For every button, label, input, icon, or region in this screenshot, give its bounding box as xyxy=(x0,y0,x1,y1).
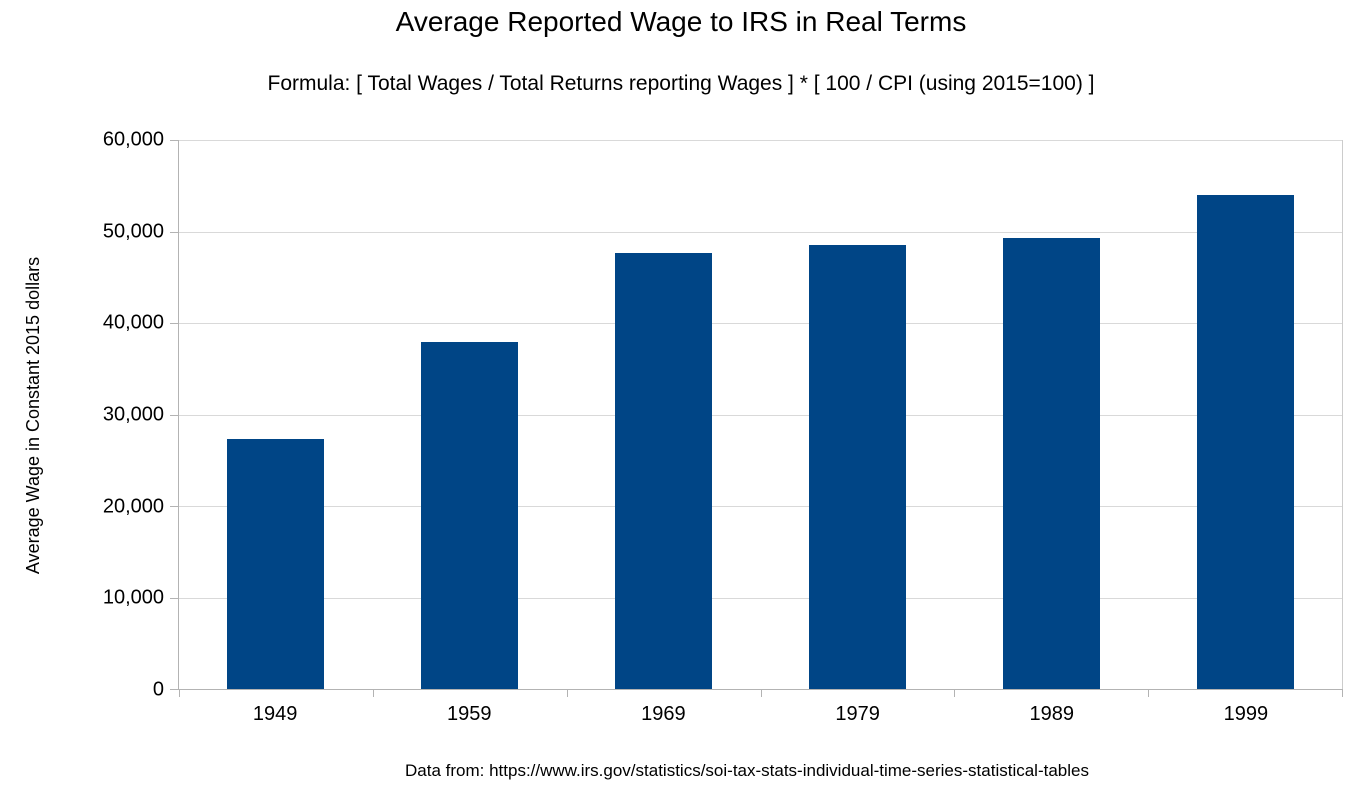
x-tick-mark xyxy=(760,689,762,697)
y-tick-mark xyxy=(170,323,179,324)
gridline xyxy=(179,506,1342,507)
x-tick-label: 1989 xyxy=(1029,703,1075,725)
x-tick-mark xyxy=(179,689,180,697)
chart-subtitle: Formula: [ Total Wages / Total Returns r… xyxy=(267,72,1095,95)
x-tick-mark xyxy=(1148,689,1150,697)
x-tick-label: 1949 xyxy=(252,703,298,725)
bar-1999 xyxy=(1196,194,1294,689)
y-tick-mark xyxy=(170,140,179,141)
y-tick-mark xyxy=(170,689,179,690)
plot-area xyxy=(170,140,1343,697)
bar-1959 xyxy=(421,342,519,689)
x-tick-label: 1969 xyxy=(641,703,686,725)
data-source-caption: Data from: https://www.irs.gov/statistic… xyxy=(405,761,1089,780)
y-axis-labels: 0 10,000 20,000 30,000 40,000 50,000 60,000 xyxy=(0,129,164,701)
x-tick-label: 1959 xyxy=(447,703,492,725)
y-tick-label: 50,000 xyxy=(102,220,164,243)
x-axis-labels: 1949 1959 1969 1979 1989 1999 xyxy=(178,703,1343,729)
bar-1989 xyxy=(1002,237,1100,689)
gridline xyxy=(179,323,1342,324)
gridline xyxy=(179,414,1342,416)
x-tick-mark xyxy=(566,689,568,697)
y-tick-label: 40,000 xyxy=(102,311,164,334)
x-tick-label: 1999 xyxy=(1223,703,1269,725)
y-tick-label: 10,000 xyxy=(102,586,164,609)
x-tick-mark xyxy=(1342,689,1343,697)
y-tick-label: 0 xyxy=(152,678,164,701)
gridline xyxy=(179,231,1342,233)
bar-1969 xyxy=(615,252,713,689)
chart-title: Average Reported Wage to IRS in Real Ter… xyxy=(395,6,967,37)
y-tick-label: 20,000 xyxy=(102,495,164,518)
x-tick-mark xyxy=(954,689,956,697)
x-tick-label: 1979 xyxy=(835,703,880,725)
gridline xyxy=(179,140,1342,141)
gridline xyxy=(179,597,1342,599)
bar-1979 xyxy=(808,245,906,689)
y-tick-label: 60,000 xyxy=(102,128,164,151)
y-tick-mark xyxy=(170,506,179,507)
y-tick-mark xyxy=(170,597,179,599)
x-tick-mark xyxy=(372,689,374,697)
bar-1949 xyxy=(227,439,325,689)
y-tick-mark xyxy=(170,231,179,233)
y-tick-label: 30,000 xyxy=(102,403,164,426)
y-tick-mark xyxy=(170,414,179,416)
